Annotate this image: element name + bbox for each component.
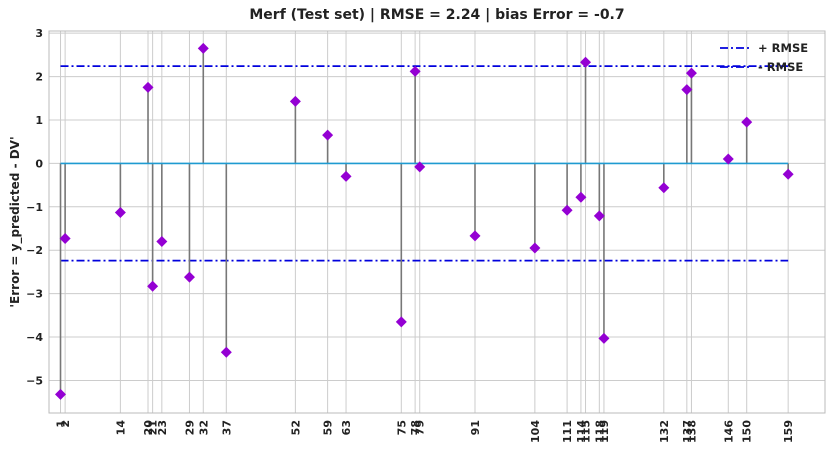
x-tick-label: 21	[147, 420, 160, 435]
x-tick-label: 59	[322, 420, 335, 435]
x-tick-label: 150	[741, 420, 754, 443]
x-tick-label: 119	[598, 420, 611, 443]
x-tick-label: 23	[156, 420, 169, 435]
x-tick-label: 118	[593, 420, 606, 443]
data-point-marker	[681, 84, 693, 96]
plot-area-background	[49, 31, 825, 413]
x-tick-label: 63	[340, 420, 353, 435]
x-tick-label: 159	[782, 420, 795, 443]
x-tick-label: 78	[409, 420, 422, 435]
data-point-marker	[142, 81, 154, 93]
y-tick-label: −5	[26, 374, 43, 387]
data-point-marker	[55, 388, 67, 400]
x-tick-label: 52	[289, 420, 302, 435]
data-point-marker	[575, 191, 587, 203]
data-point-marker	[289, 95, 301, 107]
x-tick-label: 104	[529, 420, 542, 443]
data-point-marker	[741, 116, 753, 128]
y-tick-label: −3	[26, 288, 43, 301]
data-point-marker	[220, 346, 232, 358]
data-point-marker	[197, 42, 209, 54]
data-point-marker	[598, 332, 610, 344]
x-tick-label: 91	[469, 420, 482, 435]
data-point-marker	[183, 271, 195, 283]
data-point-marker	[409, 65, 421, 77]
data-point-marker	[529, 242, 541, 254]
x-tick-label: 14	[114, 420, 127, 436]
data-point-marker	[395, 316, 407, 328]
data-point-marker	[322, 129, 334, 141]
data-point-marker	[469, 230, 481, 242]
x-tick-label: 75	[395, 420, 408, 435]
data-point-marker	[114, 206, 126, 218]
data-point-marker	[59, 232, 71, 244]
x-tick-label: 146	[722, 420, 735, 443]
data-point-marker	[147, 280, 159, 292]
x-tick-label: 137	[681, 420, 694, 443]
legend-label-minus-rmse: - RMSE	[758, 60, 803, 74]
plot-frame	[48, 30, 826, 414]
y-tick-label: 0	[35, 157, 43, 170]
data-point-marker	[722, 153, 734, 165]
x-tick-label: 111	[561, 420, 574, 443]
x-tick-label: 115	[580, 420, 593, 443]
data-layer	[55, 42, 794, 400]
plot-border	[48, 30, 826, 414]
y-tick-label: −1	[26, 201, 43, 214]
data-point-marker	[593, 210, 605, 222]
data-point-marker	[782, 168, 794, 180]
x-tick-label: 138	[685, 420, 698, 443]
x-tick-label: 20	[142, 420, 155, 436]
y-tick-label: 2	[35, 71, 43, 84]
x-tick-label: 29	[183, 420, 196, 435]
x-tick-label: 2	[59, 420, 72, 428]
chart-title: Merf (Test set) | RMSE = 2.24 | bias Err…	[249, 7, 624, 23]
y-tick-label: −4	[26, 331, 43, 344]
x-tick-label: 79	[414, 420, 427, 435]
x-tick-label: 114	[575, 420, 588, 443]
legend: + RMSE - RMSE	[720, 41, 808, 74]
data-point-marker	[156, 236, 168, 248]
data-point-marker	[685, 67, 697, 79]
y-axis-label: 'Error = y_predicted - DV'	[8, 136, 23, 307]
x-tick-label: 32	[197, 420, 210, 435]
y-tick-label: −2	[26, 244, 43, 257]
data-point-marker	[340, 170, 352, 182]
legend-label-plus-rmse: + RMSE	[758, 41, 808, 55]
x-tick-label: 132	[658, 420, 671, 443]
y-tick-label: 1	[35, 114, 43, 127]
data-point-marker	[561, 204, 573, 216]
y-tick-label: 3	[35, 27, 43, 40]
x-tick-label: 1	[55, 420, 68, 428]
data-point-marker	[658, 182, 670, 194]
data-point-marker	[580, 56, 592, 68]
x-tick-label: 37	[220, 420, 233, 435]
data-point-marker	[414, 161, 426, 173]
